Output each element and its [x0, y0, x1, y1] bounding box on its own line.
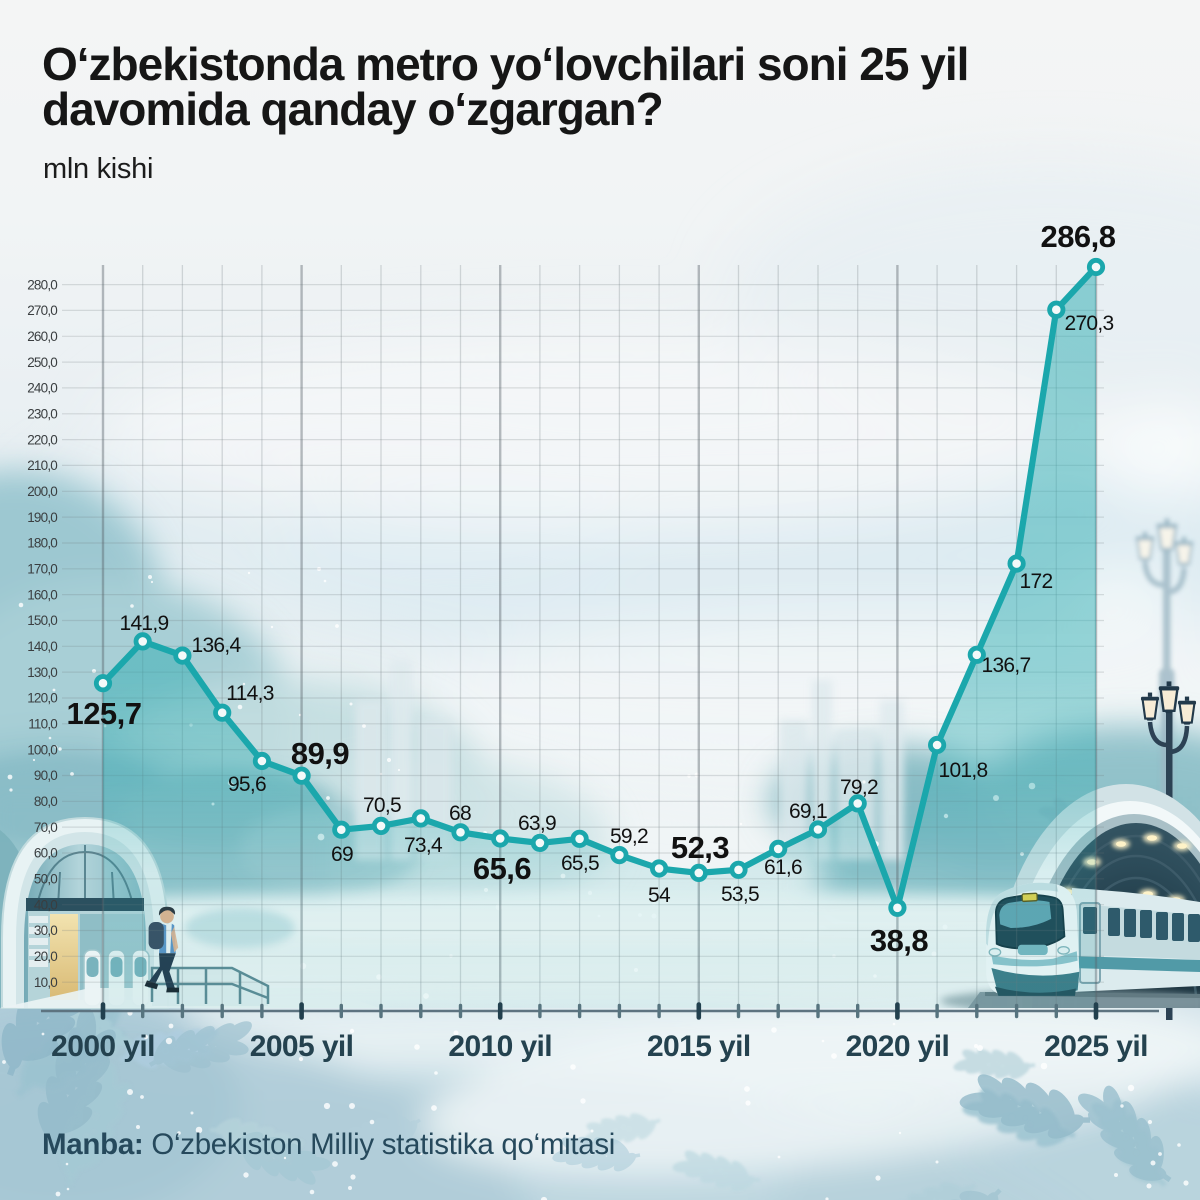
- svg-text:2015 yil: 2015 yil: [647, 1030, 751, 1063]
- svg-text:260,0: 260,0: [27, 329, 57, 344]
- svg-text:63,9: 63,9: [518, 812, 556, 835]
- svg-text:180,0: 180,0: [27, 536, 57, 551]
- svg-text:2010 yil: 2010 yil: [448, 1030, 552, 1063]
- svg-text:10,0: 10,0: [34, 975, 57, 990]
- svg-text:65,6: 65,6: [473, 851, 532, 886]
- svg-text:80,0: 80,0: [34, 794, 57, 809]
- svg-text:40,0: 40,0: [34, 897, 57, 912]
- svg-text:210,0: 210,0: [27, 458, 57, 473]
- svg-text:114,3: 114,3: [226, 682, 274, 705]
- svg-text:79,2: 79,2: [840, 776, 878, 799]
- svg-text:101,8: 101,8: [938, 759, 987, 782]
- svg-text:130,0: 130,0: [27, 665, 57, 680]
- svg-text:280,0: 280,0: [27, 277, 57, 292]
- svg-text:172: 172: [1020, 570, 1053, 593]
- svg-text:141,9: 141,9: [119, 612, 168, 635]
- svg-text:136,4: 136,4: [191, 634, 241, 657]
- svg-text:2025 yil: 2025 yil: [1044, 1030, 1148, 1063]
- svg-text:2020 yil: 2020 yil: [846, 1030, 950, 1063]
- svg-text:50,0: 50,0: [34, 872, 57, 887]
- svg-text:20,0: 20,0: [34, 949, 57, 964]
- svg-text:220,0: 220,0: [27, 432, 57, 447]
- svg-text:38,8: 38,8: [870, 923, 929, 958]
- svg-text:73,4: 73,4: [404, 834, 443, 857]
- svg-text:160,0: 160,0: [27, 587, 57, 602]
- svg-text:200,0: 200,0: [27, 484, 57, 499]
- svg-text:Manba: O‘zbekiston Milliy stat: Manba: O‘zbekiston Milliy statistika qo‘…: [42, 1128, 615, 1161]
- svg-text:286,8: 286,8: [1040, 219, 1115, 254]
- svg-text:65,5: 65,5: [561, 852, 599, 875]
- svg-text:240,0: 240,0: [27, 381, 57, 396]
- svg-text:2005 yil: 2005 yil: [250, 1030, 354, 1063]
- svg-text:61,6: 61,6: [764, 856, 802, 879]
- svg-text:54: 54: [648, 884, 671, 907]
- svg-text:60,0: 60,0: [34, 846, 57, 861]
- svg-text:70,0: 70,0: [34, 820, 57, 835]
- svg-text:2000 yil: 2000 yil: [51, 1030, 155, 1063]
- svg-text:70,5: 70,5: [363, 794, 401, 817]
- svg-text:89,9: 89,9: [291, 736, 350, 771]
- svg-text:90,0: 90,0: [34, 768, 57, 783]
- svg-text:270,0: 270,0: [27, 303, 57, 318]
- svg-text:59,2: 59,2: [610, 825, 648, 848]
- svg-text:53,5: 53,5: [721, 883, 759, 906]
- svg-text:136,7: 136,7: [981, 654, 1030, 677]
- svg-text:100,0: 100,0: [27, 742, 57, 757]
- svg-text:O‘zbekistonda metro yo‘lovchil: O‘zbekistonda metro yo‘lovchilari soni 2…: [42, 38, 968, 90]
- svg-text:230,0: 230,0: [27, 407, 57, 422]
- svg-text:69,1: 69,1: [789, 800, 827, 823]
- svg-text:68: 68: [449, 802, 471, 825]
- svg-text:120,0: 120,0: [27, 691, 57, 706]
- svg-text:150,0: 150,0: [27, 613, 57, 628]
- svg-text:110,0: 110,0: [28, 717, 57, 732]
- svg-text:mln kishi: mln kishi: [43, 153, 153, 185]
- svg-text:170,0: 170,0: [27, 562, 57, 577]
- svg-text:52,3: 52,3: [671, 830, 730, 865]
- svg-text:davomida qanday o‘zgargan?: davomida qanday o‘zgargan?: [42, 83, 663, 135]
- svg-text:69: 69: [331, 843, 353, 866]
- svg-text:270,3: 270,3: [1064, 312, 1113, 335]
- svg-text:95,6: 95,6: [228, 773, 266, 796]
- svg-text:250,0: 250,0: [27, 355, 57, 370]
- svg-text:190,0: 190,0: [27, 510, 57, 525]
- svg-text:140,0: 140,0: [27, 639, 57, 654]
- svg-text:30,0: 30,0: [34, 923, 57, 938]
- svg-text:125,7: 125,7: [66, 696, 141, 731]
